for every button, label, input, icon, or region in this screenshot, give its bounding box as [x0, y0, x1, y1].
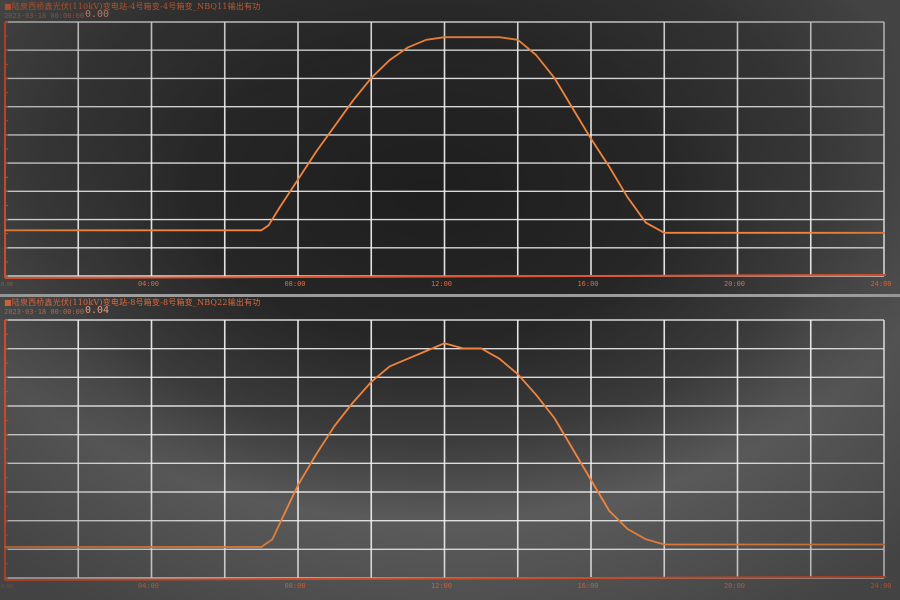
series-point [736, 232, 739, 234]
x-tick-label: 12:00 [431, 582, 452, 590]
series-point [4, 546, 6, 548]
series-point [223, 546, 226, 548]
chart-title: ■陆泉西桥鑫光伏(110kV)变电站-8号箱变-8号箱变_NBQ22输出有功 [4, 298, 261, 307]
series-point [260, 229, 263, 232]
y-bottom-label: 0.00 [1, 282, 13, 288]
series-point [425, 350, 427, 352]
series-point [535, 54, 537, 56]
series-point [571, 448, 574, 450]
series-point [663, 543, 666, 546]
x-tick-label: 24:00 [870, 280, 891, 288]
x-axis-line [4, 576, 887, 581]
series-point [516, 373, 519, 375]
chart-timestamp: 2023-03-18 00:00:00 [4, 308, 85, 316]
series-point [681, 232, 684, 234]
current-value-readout: 0.04 [85, 305, 110, 316]
trend-panel-nbq11: ■陆泉西桥鑫光伏(110kV)变电站-4号箱变-4号箱变_NBQ11输出有功 2… [0, 0, 900, 296]
series-point [223, 229, 226, 232]
series-point [498, 357, 501, 360]
series-point [267, 224, 270, 226]
line-chart-nbq22[interactable]: 04:00 08:00 12:00 16:00 20:00 24:00 0.00 [0, 296, 900, 600]
trend-panel-nbq22: ■陆泉西桥鑫光伏(110kV)变电站-8号箱变-8号箱变_NBQ22输出有功 2… [0, 296, 900, 600]
series-point [608, 510, 611, 512]
series-point [535, 394, 537, 396]
x-axis-line [4, 274, 887, 279]
y-bottom-label: 0.00 [1, 584, 13, 590]
chart-grid [4, 21, 885, 277]
series-point [443, 342, 446, 345]
series-point [370, 381, 373, 383]
series-point [352, 401, 354, 404]
series-point [462, 347, 464, 350]
series-line-active-power [5, 36, 884, 234]
series-point [553, 77, 556, 79]
series-point [407, 46, 409, 49]
series-point [608, 165, 611, 168]
series-point [315, 453, 318, 455]
series-point [297, 484, 299, 486]
series-point [278, 206, 281, 209]
series-point [571, 107, 574, 110]
x-tick-label: 16:00 [577, 280, 598, 288]
series-point [282, 515, 285, 517]
series-point [645, 221, 647, 224]
series-point [681, 543, 684, 546]
series-point [645, 538, 647, 541]
chart-timestamp: 2023-03-18 00:00:00 [4, 12, 85, 20]
series-line-active-power [5, 342, 884, 548]
series-point [315, 150, 318, 153]
series-point [260, 546, 263, 548]
series-point [333, 125, 336, 127]
series-point [736, 543, 739, 546]
series-point [297, 178, 299, 181]
series-point [352, 99, 354, 102]
series-point [388, 59, 391, 61]
current-value-readout: 0.00 [85, 9, 110, 20]
x-tick-label: 20:00 [724, 582, 745, 590]
x-tick-label: 08:00 [284, 280, 305, 288]
panel-divider [0, 294, 900, 297]
x-tick-label: 24:00 [870, 582, 891, 590]
series-point [700, 232, 702, 234]
series-point [663, 232, 666, 234]
series-point [626, 196, 629, 199]
series-point [480, 347, 482, 350]
series-point [516, 38, 519, 41]
series-point [370, 77, 373, 79]
series-point [626, 528, 629, 530]
x-tick-label: 12:00 [431, 280, 452, 288]
series-point [388, 365, 391, 368]
x-tick-label: 16:00 [577, 582, 598, 590]
series-point [480, 36, 482, 39]
series-point [407, 357, 409, 360]
x-tick-label: 04:00 [138, 280, 159, 288]
series-point [883, 543, 885, 546]
series-point [883, 232, 885, 234]
series-point [425, 38, 427, 41]
line-chart-nbq11[interactable]: 04:00 08:00 12:00 16:00 20:00 24:00 0.00 [0, 0, 900, 296]
series-point [590, 479, 592, 481]
series-point [590, 138, 592, 140]
series-point [462, 36, 464, 39]
x-tick-label: 04:00 [138, 582, 159, 590]
series-point [498, 36, 501, 39]
series-point [443, 36, 446, 39]
series-point [700, 543, 702, 546]
chart-title: ■陆泉西桥鑫光伏(110kV)变电站-4号箱变-4号箱变_NBQ11输出有功 [4, 2, 261, 11]
x-tick-label: 08:00 [284, 582, 305, 590]
chart-grid [4, 319, 885, 579]
x-tick-label: 20:00 [724, 280, 745, 288]
series-point [553, 417, 556, 419]
series-point [4, 229, 6, 232]
series-point [271, 538, 274, 541]
series-point [333, 424, 336, 427]
